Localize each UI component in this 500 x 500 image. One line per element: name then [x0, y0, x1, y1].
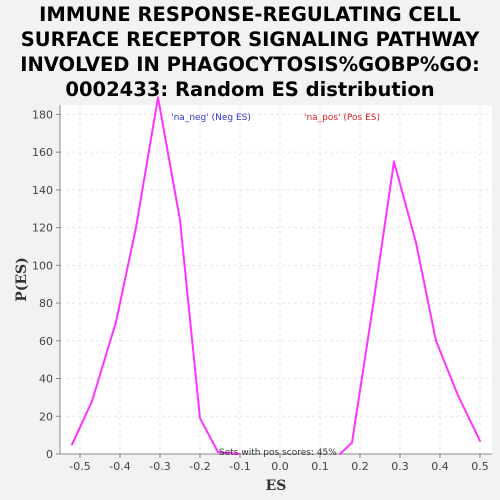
x-tick-label-0: -0.5 — [69, 460, 90, 473]
chart-title-line-2: SURFACE RECEPTOR SIGNALING PATHWAY — [20, 28, 480, 51]
y-tick-label-8: 160 — [32, 146, 53, 159]
x-tick-label-4: -0.1 — [229, 460, 250, 473]
plot-area-background — [60, 105, 492, 454]
x-axis-title: ES — [266, 478, 287, 494]
y-tick-label-0: 0 — [46, 448, 53, 461]
x-tick-label-9: 0.4 — [431, 460, 449, 473]
legend-entry-0: 'na_neg' (Neg ES) — [171, 113, 251, 123]
y-tick-label-5: 100 — [32, 259, 53, 272]
legend-entry-1: 'na_pos' (Pos ES) — [304, 113, 380, 123]
chart-title: IMMUNE RESPONSE-REGULATING CELL SURFACE … — [6, 2, 494, 102]
x-tick-label-7: 0.2 — [351, 460, 369, 473]
series-line-1 — [339, 160, 481, 455]
y-axis-title: P(ES) — [14, 257, 30, 302]
series-1-point-4 — [415, 241, 417, 244]
y-tick-label-4: 80 — [39, 297, 53, 310]
x-tick-label-8: 0.3 — [391, 460, 409, 473]
series-0-point-3 — [135, 226, 137, 229]
series-0-point-7 — [217, 451, 219, 454]
x-tick-label-5: 0.0 — [271, 460, 289, 473]
y-tick-label-6: 120 — [32, 222, 53, 235]
chart-title-line-4: 0002433: Random ES distribution — [65, 78, 435, 101]
series-0-point-2 — [115, 320, 117, 323]
x-tick-label-6: 0.1 — [311, 460, 329, 473]
series-0-point-8 — [239, 453, 241, 455]
series-0-point-0 — [71, 443, 73, 446]
x-tick-label-3: -0.2 — [189, 460, 210, 473]
x-tick-label-1: -0.4 — [109, 460, 130, 473]
y-tick-label-2: 40 — [39, 373, 53, 386]
chart-title-line-3: INVOLVED IN PHAGOCYTOSIS%GOBP%GO: — [20, 53, 480, 76]
series-1-point-6 — [457, 394, 459, 397]
chart-title-line-1: IMMUNE RESPONSE-REGULATING CELL — [39, 3, 461, 26]
pos-scores-annotation: Sets with pos scores: 45% — [219, 448, 337, 458]
y-tick-label-1: 20 — [39, 410, 53, 423]
x-tick-label-10: 0.5 — [471, 460, 489, 473]
y-tick-label-9: 180 — [32, 108, 53, 121]
x-tick-label-2: -0.3 — [149, 460, 170, 473]
series-0-point-4 — [157, 96, 159, 99]
series-1-point-5 — [435, 339, 437, 342]
y-tick-label-3: 60 — [39, 335, 53, 348]
series-1-point-7 — [479, 439, 481, 442]
series-1-point-2 — [371, 311, 373, 314]
series-0-point-5 — [179, 219, 181, 222]
y-tick-label-7: 140 — [32, 184, 53, 197]
series-1-point-1 — [351, 441, 353, 444]
series-1-point-0 — [339, 453, 341, 455]
series-1-point-3 — [393, 160, 395, 163]
series-0-point-6 — [199, 417, 201, 420]
series-0-point-1 — [91, 400, 93, 403]
